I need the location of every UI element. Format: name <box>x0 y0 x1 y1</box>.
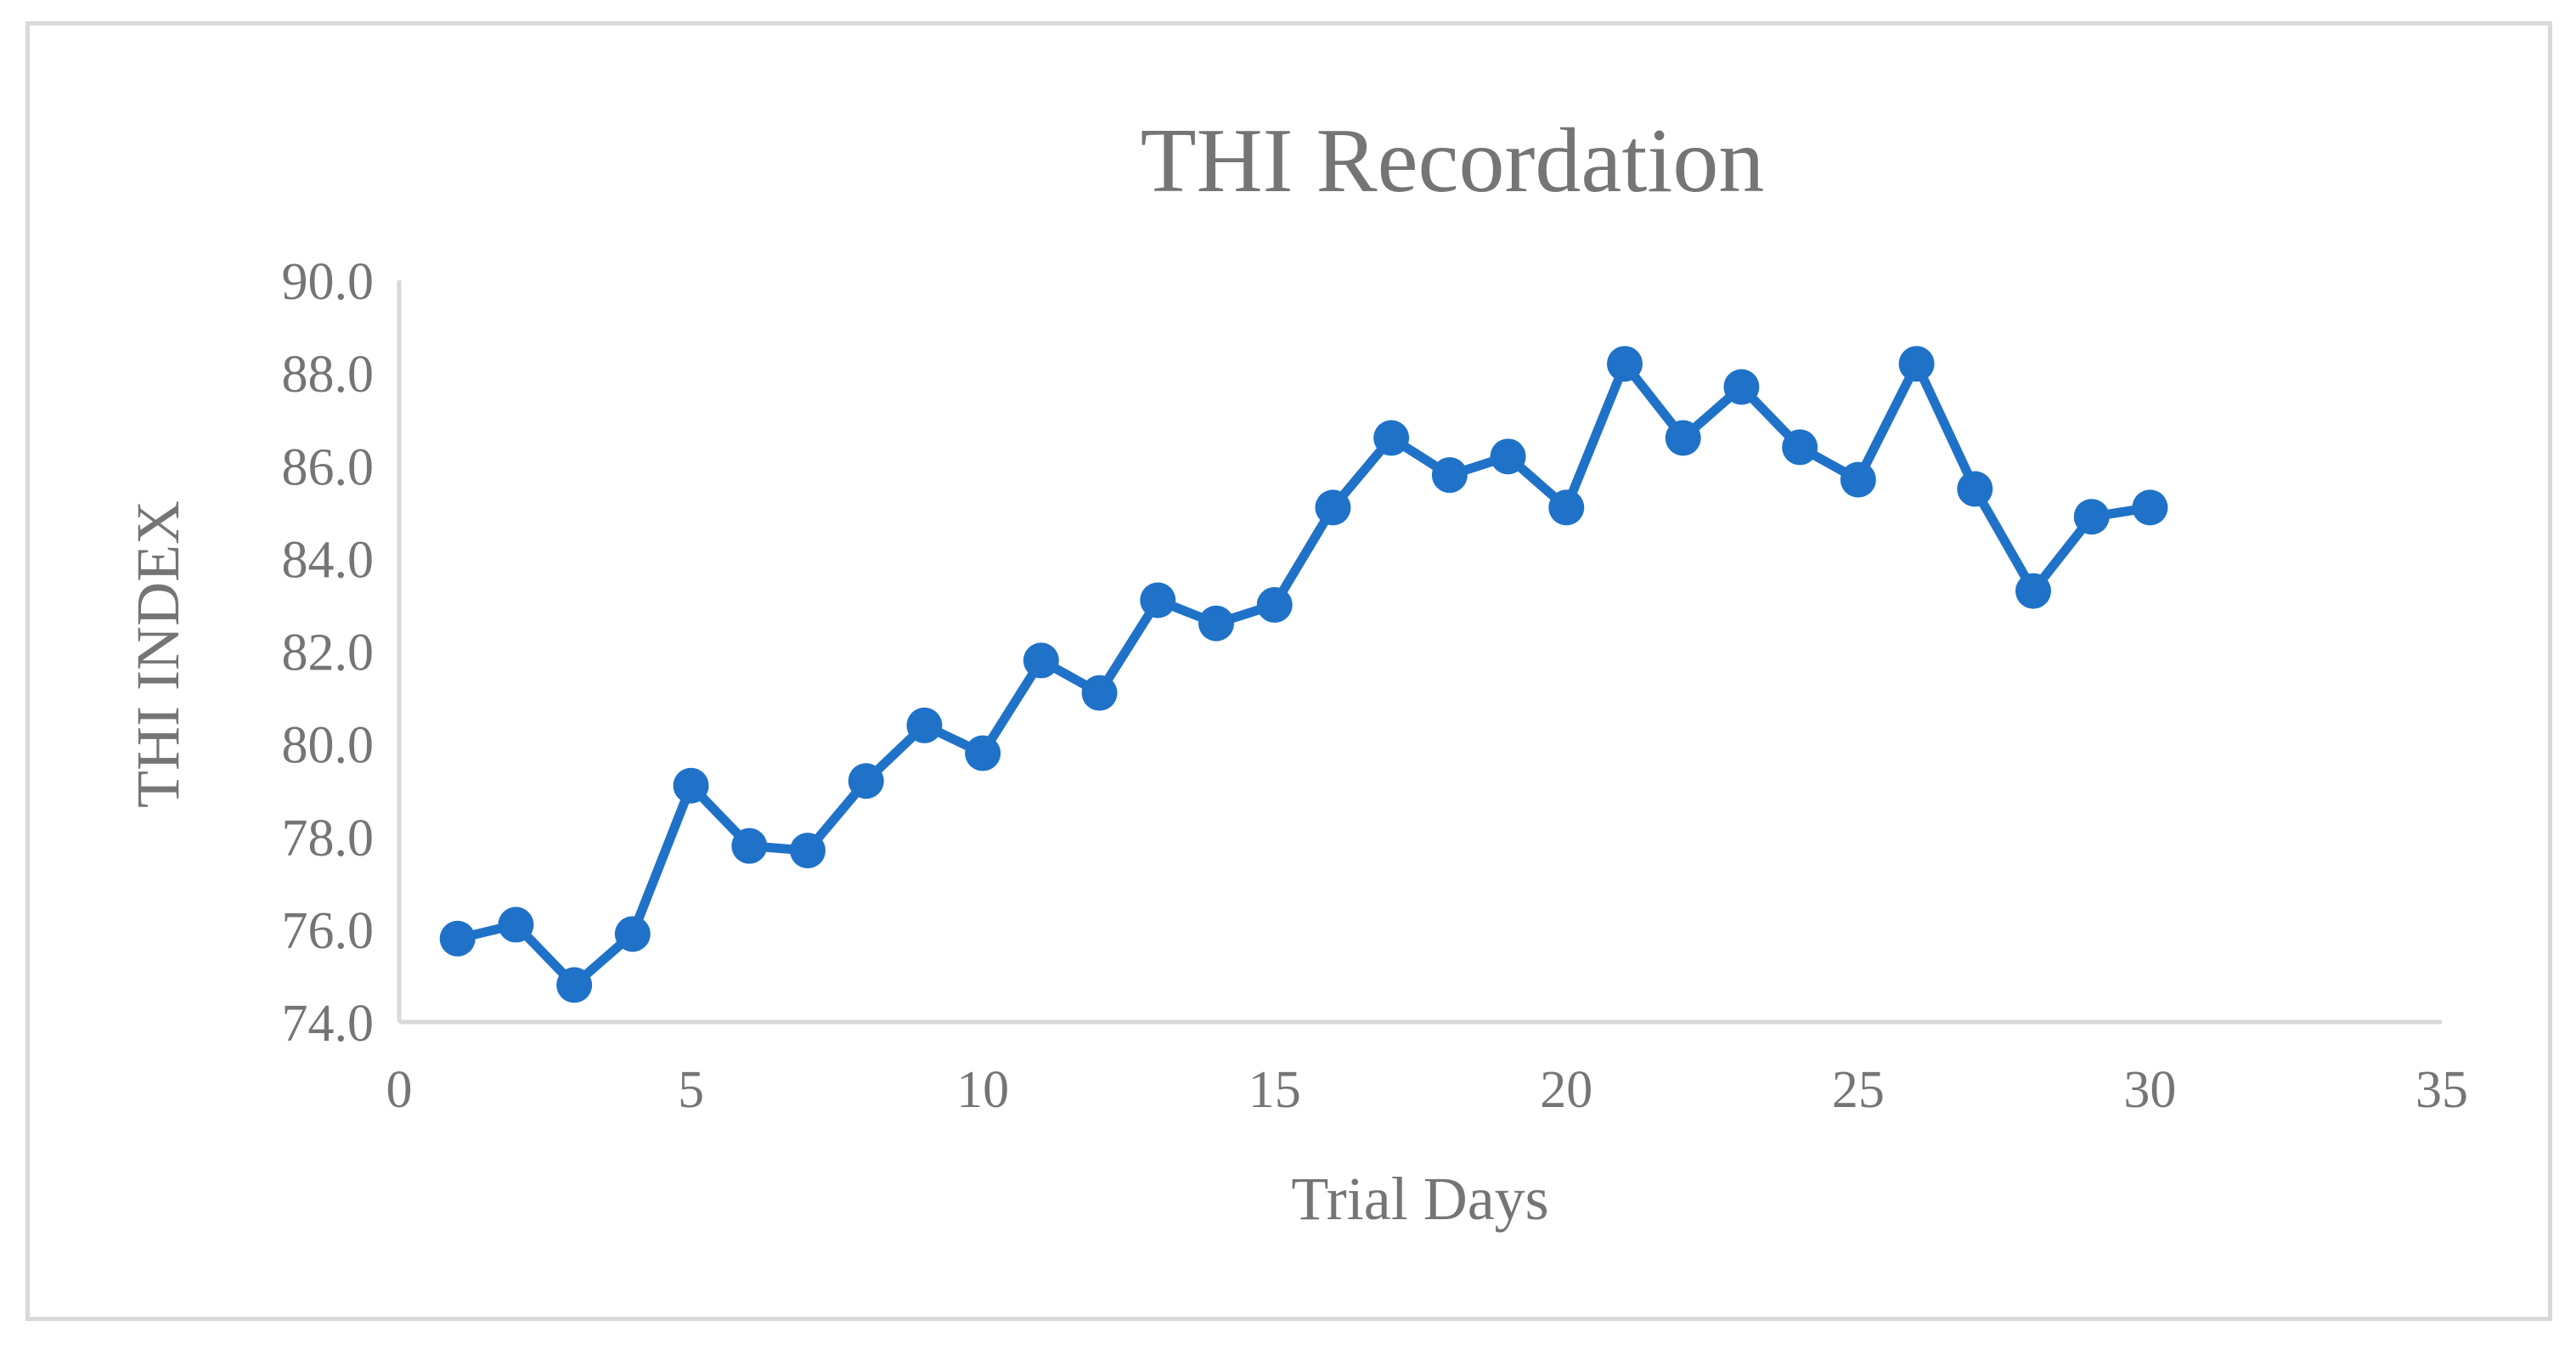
data-point <box>790 833 826 869</box>
x-tick-label: 30 <box>2123 1061 2176 1119</box>
data-point <box>498 907 534 943</box>
y-tick-label: 82.0 <box>282 624 375 682</box>
x-axis-label: Trial Days <box>1291 1165 1548 1233</box>
chart-title: THI Recordation <box>1141 110 1765 212</box>
x-tick-label: 10 <box>956 1061 1009 1119</box>
data-point <box>1023 642 1059 679</box>
data-point <box>1198 605 1234 641</box>
data-point <box>1665 420 1701 456</box>
data-point <box>1431 457 1468 494</box>
data-point <box>1081 675 1118 711</box>
data-point <box>673 767 709 804</box>
y-tick-label: 74.0 <box>282 995 375 1053</box>
data-point <box>1723 369 1760 405</box>
x-tick-label: 5 <box>678 1061 704 1119</box>
data-point <box>1315 489 1351 526</box>
chart-frame <box>25 21 2552 1321</box>
data-point <box>556 967 593 1003</box>
y-tick-label: 88.0 <box>282 346 375 404</box>
y-tick-label: 76.0 <box>282 902 375 960</box>
x-tick-label: 35 <box>2415 1061 2468 1119</box>
y-tick-label: 86.0 <box>282 438 375 496</box>
data-point <box>1140 582 1176 619</box>
data-point <box>2015 573 2051 609</box>
y-tick-label: 84.0 <box>282 531 375 589</box>
y-axis-ticks: 74.0 76.0 78.0 80.0 82.0 84.0 86.0 88.0 90.0 <box>282 253 375 1053</box>
series-layer <box>439 346 2168 1003</box>
x-axis-ticks: 0 5 10 15 20 25 30 35 <box>386 1061 2469 1119</box>
x-tick-label: 25 <box>1832 1061 1885 1119</box>
y-tick-label: 80.0 <box>282 717 375 775</box>
data-point <box>439 920 476 957</box>
data-point <box>1548 489 1585 526</box>
data-point <box>1957 471 1993 507</box>
data-point <box>965 735 1001 771</box>
data-point <box>906 707 943 743</box>
x-tick-label: 0 <box>386 1061 413 1119</box>
x-tick-label: 20 <box>1540 1061 1592 1119</box>
y-axis-label: THI INDEX <box>124 500 192 808</box>
data-point <box>1607 346 1643 382</box>
data-point <box>2073 499 2110 535</box>
data-point <box>731 828 768 864</box>
data-point <box>1898 346 1935 382</box>
y-tick-label: 78.0 <box>282 810 375 867</box>
data-point <box>848 763 884 799</box>
data-point <box>614 916 651 952</box>
data-point <box>1373 420 1410 456</box>
x-tick-label: 15 <box>1249 1061 1301 1119</box>
series-line <box>453 359 2155 990</box>
y-tick-label: 90.0 <box>282 253 375 311</box>
data-point <box>1782 429 1818 466</box>
data-point <box>1256 586 1293 623</box>
data-point <box>1490 438 1526 475</box>
data-point <box>1840 461 1876 498</box>
axes <box>397 280 2442 1025</box>
data-point <box>2132 489 2168 526</box>
